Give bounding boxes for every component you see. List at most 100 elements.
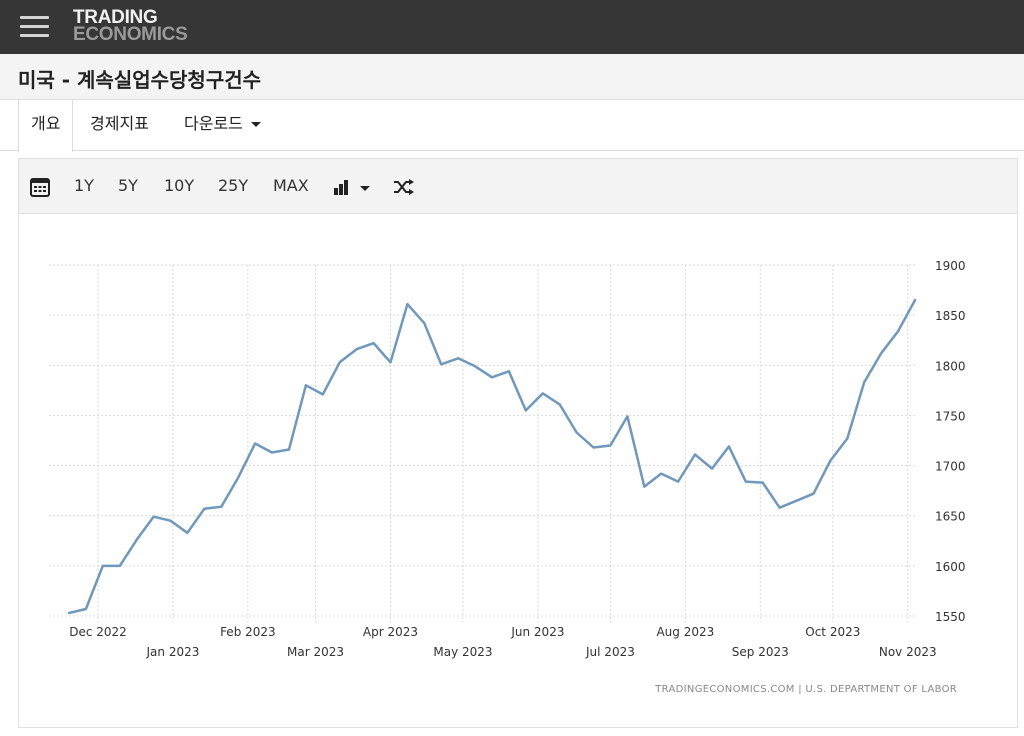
tab-download-label: 다운로드	[184, 114, 243, 133]
y-tick-label: 1550	[935, 610, 966, 624]
data-point	[711, 467, 713, 470]
x-tick-label: Dec 2022	[69, 625, 127, 639]
data-point	[795, 499, 798, 502]
data-point	[186, 532, 189, 534]
data-point	[389, 361, 392, 364]
data-point	[406, 303, 409, 305]
data-point	[254, 442, 256, 445]
data-point	[508, 370, 510, 373]
data-point	[660, 472, 662, 475]
title-bar: 미국 - 계속실업수당청구건수	[0, 54, 1024, 100]
data-point	[525, 409, 527, 412]
data-point	[575, 431, 578, 434]
data-point	[761, 481, 764, 484]
data-point	[85, 608, 87, 610]
range-25y-button[interactable]: 25Y	[218, 176, 249, 195]
y-tick-label: 1750	[935, 409, 966, 423]
page-title: 미국 - 계속실업수당청구건수	[18, 68, 262, 92]
data-point	[169, 519, 172, 522]
y-tick-label: 1850	[935, 309, 966, 323]
data-point	[880, 352, 882, 355]
data-point	[491, 376, 493, 379]
y-tick-label: 1800	[935, 359, 966, 373]
data-point	[846, 437, 849, 440]
data-point	[643, 485, 646, 488]
x-tick-label: Sep 2023	[732, 645, 789, 659]
x-tick-label: Jul 2023	[585, 645, 635, 659]
menu-bar-line	[20, 25, 49, 28]
chart-panel: 1Y 5Y 10Y 25Y MAX 1900 1850 1800 1750 1700 16…	[18, 158, 1018, 728]
x-tick-label: Apr 2023	[363, 625, 418, 639]
data-point	[372, 342, 375, 344]
range-10y-button[interactable]: 10Y	[164, 176, 195, 195]
y-tick-label: 1650	[935, 510, 966, 524]
menu-bar-line	[20, 16, 49, 19]
data-point	[457, 357, 460, 360]
chart-type-bar-icon[interactable]	[333, 178, 373, 196]
range-5y-button[interactable]: 5Y	[118, 176, 138, 195]
chart-toolbar: 1Y 5Y 10Y 25Y MAX	[19, 159, 1017, 214]
top-navigation-bar: TRADING ECONOMICS	[0, 0, 1024, 54]
shuffle-compare-icon[interactable]	[393, 178, 415, 196]
data-point	[338, 361, 341, 364]
x-tick-label: Oct 2023	[805, 625, 860, 639]
data-point	[897, 330, 899, 332]
data-point	[592, 446, 595, 449]
data-point	[119, 565, 121, 567]
data-point	[542, 392, 544, 395]
x-tick-label: Nov 2023	[879, 645, 937, 659]
data-point	[829, 459, 832, 462]
data-point	[626, 415, 629, 418]
x-tick-label: Aug 2023	[656, 625, 714, 639]
x-tick-label: May 2023	[433, 645, 492, 659]
data-point	[135, 539, 138, 541]
logo-line1: TRADING	[73, 7, 158, 28]
data-point	[609, 444, 612, 447]
data-point	[322, 393, 324, 396]
x-tick-label: Jan 2023	[146, 645, 200, 659]
menu-bar-line	[20, 34, 49, 37]
data-point	[423, 322, 426, 324]
data-point	[812, 492, 815, 495]
data-point	[152, 515, 155, 518]
trading-economics-logo[interactable]: TRADING ECONOMICS	[73, 7, 188, 45]
data-point	[677, 480, 679, 483]
y-tick-label: 1700	[935, 460, 966, 474]
x-tick-label: Feb 2023	[220, 625, 276, 639]
data-point	[271, 451, 273, 454]
tab-download[interactable]: 다운로드	[184, 100, 261, 151]
x-tick-label: Mar 2023	[287, 645, 344, 659]
tab-indicators[interactable]: 경제지표	[90, 114, 149, 133]
data-point	[474, 365, 476, 368]
data-point	[102, 565, 104, 567]
series-line	[67, 298, 917, 615]
range-1y-button[interactable]: 1Y	[74, 176, 94, 195]
data-point	[237, 476, 239, 479]
data-point	[203, 507, 206, 510]
range-max-button[interactable]: MAX	[273, 176, 309, 195]
chart-attribution: TRADINGECONOMICS.COM | U.S. DEPARTMENT O…	[654, 684, 957, 695]
tab-bar: 개요 경제지표 다운로드	[0, 100, 1024, 152]
logo-line2: ECONOMICS	[73, 24, 188, 45]
data-point	[745, 480, 747, 483]
x-tick-label: Jun 2023	[510, 625, 564, 639]
data-point	[914, 299, 916, 301]
data-point	[220, 505, 223, 508]
data-point	[440, 363, 443, 366]
y-tick-label: 1900	[935, 259, 966, 273]
data-point	[558, 403, 561, 406]
data-point	[305, 384, 307, 387]
y-tick-label: 1600	[935, 560, 966, 574]
hamburger-menu-icon[interactable]	[20, 15, 49, 39]
tab-overview[interactable]: 개요	[18, 100, 74, 152]
data-point	[68, 612, 70, 614]
data-point	[863, 381, 865, 384]
dropdown-caret-icon	[250, 122, 261, 127]
data-point	[728, 445, 730, 448]
calendar-icon[interactable]	[30, 177, 50, 197]
data-point	[694, 453, 696, 456]
line-chart: 1900 1850 1800 1750 1700 1650 1600 1550 Dec 2022…	[49, 259, 966, 695]
data-point	[778, 506, 781, 509]
data-point	[288, 448, 290, 451]
data-point	[355, 348, 358, 350]
